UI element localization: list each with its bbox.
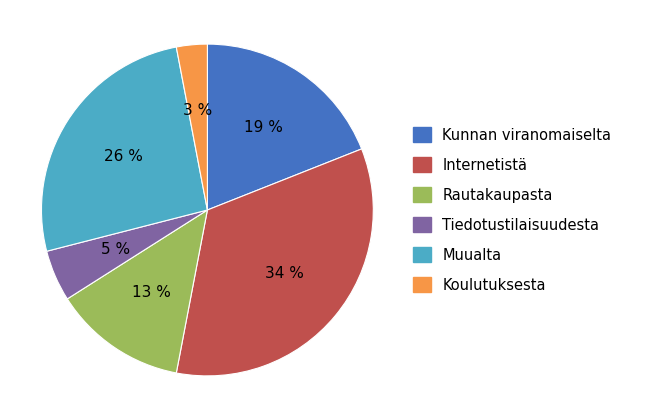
Text: 26 %: 26 % — [104, 149, 142, 164]
Legend: Kunnan viranomaiselta, Internetistä, Rautakaupasta, Tiedotustilaisuudesta, Muual: Kunnan viranomaiselta, Internetistä, Rau… — [409, 123, 615, 297]
Text: 19 %: 19 % — [244, 120, 283, 135]
Text: 3 %: 3 % — [183, 103, 213, 118]
Text: 13 %: 13 % — [132, 285, 171, 300]
Text: 34 %: 34 % — [265, 266, 304, 281]
Wedge shape — [207, 44, 362, 210]
Wedge shape — [177, 149, 373, 376]
Wedge shape — [47, 210, 207, 299]
Text: 5 %: 5 % — [102, 242, 130, 257]
Wedge shape — [68, 210, 207, 373]
Wedge shape — [41, 47, 207, 251]
Wedge shape — [177, 44, 207, 210]
